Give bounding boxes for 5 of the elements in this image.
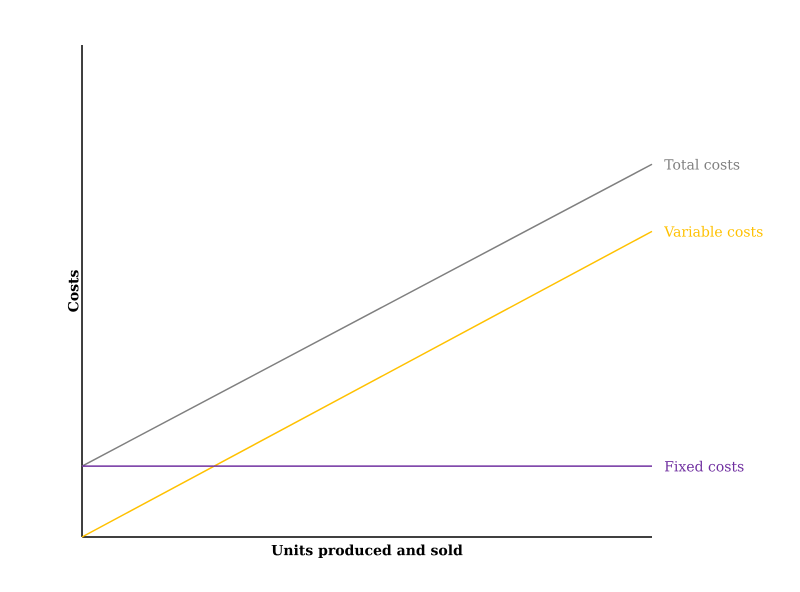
series-label: Total costs: [664, 158, 740, 170]
series-label: Fixed costs: [664, 460, 744, 472]
x-axis-title: Units produced and sold: [272, 544, 463, 558]
series-label: Variable costs: [664, 226, 763, 237]
y-axis-title: Costs: [68, 270, 78, 312]
